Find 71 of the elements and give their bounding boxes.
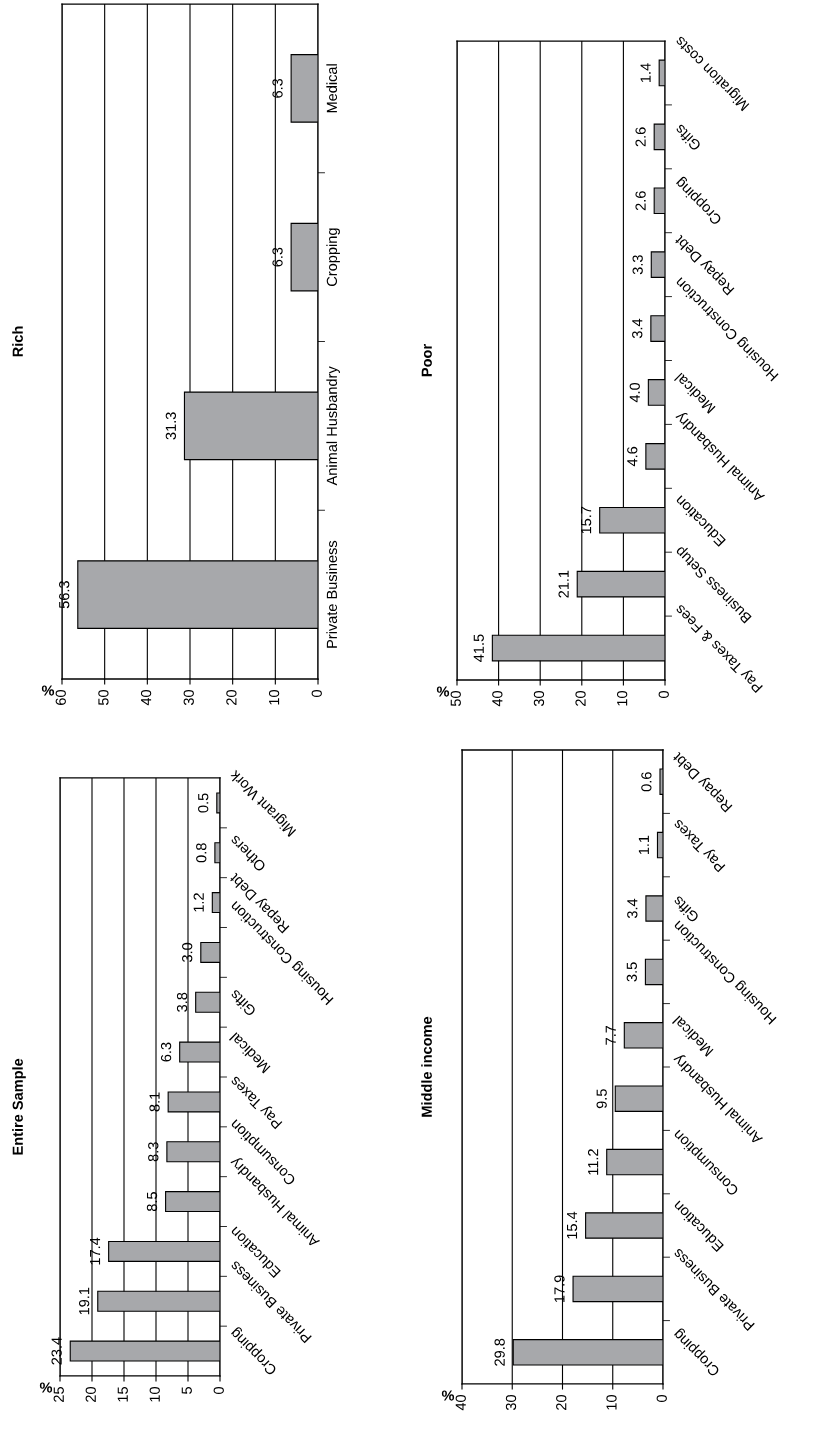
x-tick-label: 20 [556,1394,567,1410]
x-tick-label: 30 [505,1394,517,1411]
data-label: 0.5 [198,793,209,813]
x-tick-label: 0 [311,689,322,697]
data-label: 4.6 [627,446,638,467]
data-label: 15.7 [581,506,592,534]
text: Entire Sample [12,1058,26,1155]
x-tick-label: 40 [455,1394,466,1411]
data-label: 29.8 [494,1338,505,1366]
x-tick-label: 40 [492,690,503,707]
data-label: 0.8 [196,843,207,863]
x-tick-label: 30 [183,689,194,706]
data-label: 31.3 [165,412,177,440]
data-label: 21.1 [558,570,569,598]
data-label: 1.1 [638,835,649,855]
x-axis-title: % [39,1382,53,1393]
data-label: 3.3 [632,255,643,275]
y-tick-label: Animal Husbandry [326,366,340,486]
data-label: 3.4 [627,898,638,919]
x-tick-label: 20 [226,689,237,705]
y-tick-label: Cropping [326,228,340,286]
data-label: 2.6 [635,127,646,147]
x-tick-label: 10 [606,1394,617,1410]
data-label: 6.3 [272,78,283,98]
text: Rich [12,326,23,357]
x-tick-label: 0 [213,1386,224,1394]
x-axis-title: % [441,1390,455,1401]
x-axis-title: % [41,685,55,696]
data-label: 8.1 [149,1092,160,1112]
data-label: 8.5 [146,1192,158,1212]
x-tick-label: 10 [616,690,628,706]
y-tick-label: Medical [326,64,338,113]
x-tick-label: 20 [85,1386,96,1402]
data-label: 2.6 [635,191,646,211]
data-label: 56.3 [59,581,70,609]
x-tick-label: 5 [181,1387,192,1394]
x-tick-label: 10 [149,1386,160,1402]
x-tick-label: 30 [533,690,545,707]
data-label: 41.5 [473,634,484,662]
data-label: 8.3 [148,1142,159,1162]
x-tick-label: 0 [658,690,669,698]
data-label: 3.5 [626,962,637,982]
x-tick-label: 60 [55,689,66,705]
data-label: 17.4 [90,1237,101,1265]
data-label: 0.6 [641,772,652,792]
y-tick-label: Private Business [326,540,338,648]
data-label: 9.5 [596,1089,607,1109]
data-label: 7.7 [605,1025,616,1045]
data-label: 1.2 [193,893,204,912]
x-tick-label: 20 [575,690,586,706]
x-tick-label: 40 [140,689,152,706]
data-label: 3.4 [632,318,643,339]
data-label: 11.2 [587,1149,599,1175]
x-tick-label: 25 [53,1387,64,1402]
x-tick-label: 15 [117,1387,128,1402]
x-tick-label: 50 [450,690,461,707]
data-label: 23.4 [51,1337,62,1365]
text: Poor [421,344,432,377]
data-label: 6.3 [272,247,283,267]
data-label: 1.4 [640,63,651,82]
data-label: 3.0 [182,942,193,962]
text: Middle income [421,1016,432,1117]
data-label: 6.3 [160,1042,172,1062]
data-label: 3.8 [176,992,188,1012]
x-axis-title: % [436,686,450,697]
x-tick-label: 0 [656,1394,667,1402]
data-label: 15.4 [567,1211,578,1239]
x-tick-label: 10 [268,689,280,705]
data-label: 19.1 [79,1287,90,1315]
data-label: 4.0 [629,382,640,403]
x-tick-label: 50 [98,689,109,706]
